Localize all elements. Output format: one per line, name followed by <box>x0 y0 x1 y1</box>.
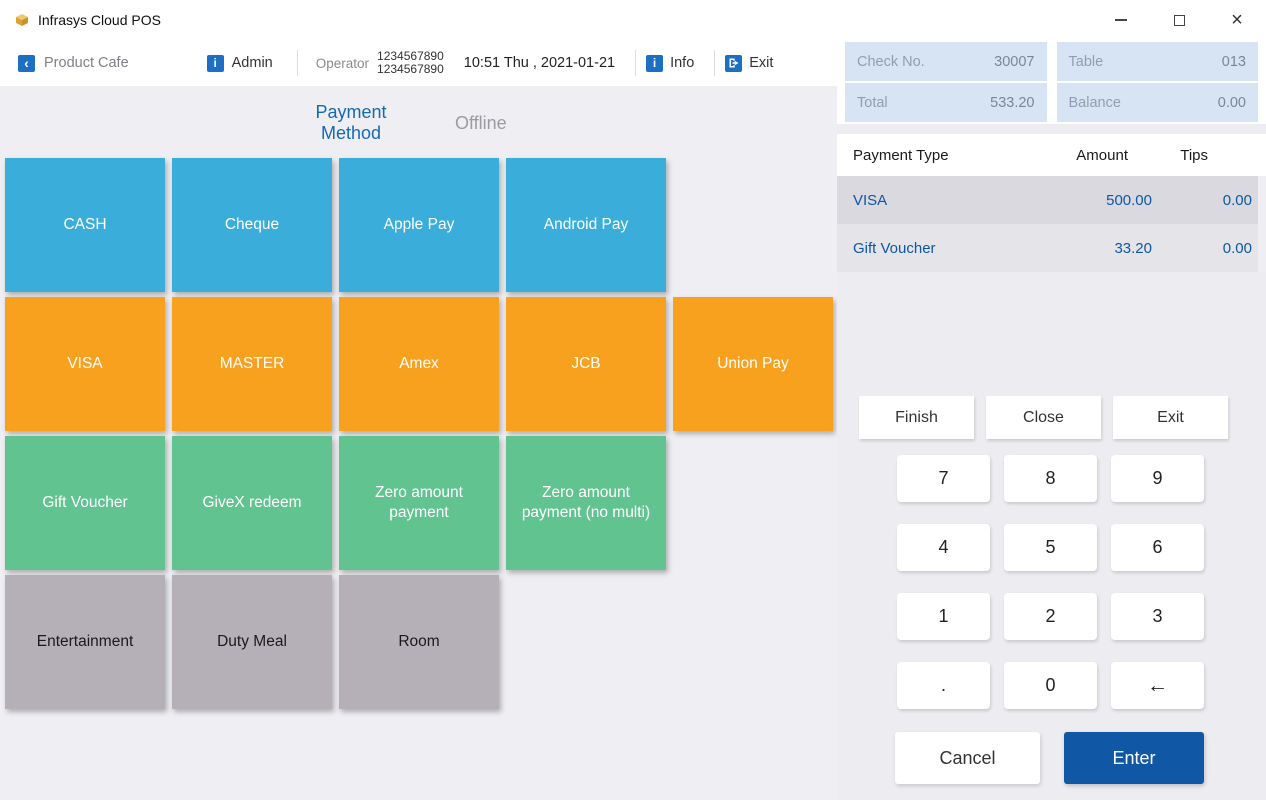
col-payment-type: Payment Type <box>853 146 949 164</box>
admin-icon: i <box>206 54 224 72</box>
payment-row-amount: 33.20 <box>1114 239 1152 257</box>
numpad-key-4[interactable]: 4 <box>897 524 990 571</box>
payment-tile-master[interactable]: MASTER <box>172 297 332 431</box>
numpad-key-1[interactable]: 1 <box>897 593 990 640</box>
outlet-name: Product Cafe <box>44 55 129 71</box>
exit-icon[interactable] <box>725 54 743 72</box>
check-no-value: 30007 <box>994 53 1035 70</box>
payment-tile-visa[interactable]: VISA <box>5 297 165 431</box>
payment-tile-cash[interactable]: CASH <box>5 158 165 292</box>
cancel-button[interactable]: Cancel <box>895 732 1040 784</box>
payment-row-amount: 500.00 <box>1106 191 1152 209</box>
payment-row-type: Gift Voucher <box>853 239 936 257</box>
payment-table: Payment Type Amount Tips VISA 500.00 0.0… <box>837 134 1266 272</box>
info-button[interactable]: Info <box>670 55 695 71</box>
exit-check-button[interactable]: Exit <box>1113 396 1228 439</box>
numpad-key-3[interactable]: 3 <box>1111 593 1204 640</box>
tile-row-card: VISA MASTER Amex JCB Union Pay <box>5 297 840 431</box>
payment-tile-jcb[interactable]: JCB <box>506 297 666 431</box>
numpad-key-0[interactable]: 0 <box>1004 662 1097 709</box>
check-no-label: Check No. <box>857 53 925 70</box>
operator-id: 1234567890 1234567890 <box>377 50 444 76</box>
table-value: 013 <box>1221 53 1246 70</box>
table-label: Table <box>1068 53 1104 70</box>
payment-tile-givex-redeem[interactable]: GiveX redeem <box>172 436 332 570</box>
payment-row-visa[interactable]: VISA 500.00 0.00 <box>837 176 1266 224</box>
table-cell: Table 013 <box>1056 42 1258 81</box>
operator-label: Operator <box>315 55 370 71</box>
check-info: Check No. 30007 Table 013 Total 533.20 B… <box>837 40 1266 124</box>
enter-button[interactable]: Enter <box>1064 732 1204 784</box>
payment-tile-cheque[interactable]: Cheque <box>172 158 332 292</box>
payment-row-gift-voucher[interactable]: Gift Voucher 33.20 0.00 <box>837 224 1266 272</box>
divider <box>296 50 298 76</box>
payment-tile-apple-pay[interactable]: Apple Pay <box>339 158 499 292</box>
back-icon[interactable]: ‹ <box>18 54 35 72</box>
balance-label: Balance <box>1068 94 1121 111</box>
payment-tile-amex[interactable]: Amex <box>339 297 499 431</box>
close-button[interactable]: × <box>1231 8 1243 31</box>
header-bar: ‹ Product Cafe i Admin Operator 12345678… <box>0 40 837 86</box>
tile-row-voucher: Gift Voucher GiveX redeem Zero amount pa… <box>5 436 840 570</box>
numpad-key-8[interactable]: 8 <box>1004 455 1097 502</box>
check-action-buttons: Finish Close Exit <box>859 396 1228 439</box>
info-icon: i <box>646 54 664 72</box>
operator-line1: 1234567890 <box>377 49 444 63</box>
balance-value: 0.00 <box>1217 94 1246 111</box>
numpad-key-9[interactable]: 9 <box>1111 455 1204 502</box>
exit-button[interactable]: Exit <box>749 55 774 71</box>
tab-offline[interactable]: Offline <box>455 113 507 133</box>
col-amount: Amount <box>1076 146 1128 164</box>
payment-tile-duty-meal[interactable]: Duty Meal <box>172 575 332 709</box>
payment-row-tips: 0.00 <box>1222 239 1252 257</box>
payment-buttons-grid: CASH Cheque Apple Pay Android Pay VISA M… <box>5 158 840 714</box>
admin-label[interactable]: Admin <box>231 55 273 71</box>
payment-tile-union-pay[interactable]: Union Pay <box>673 297 833 431</box>
check-no-cell: Check No. 30007 <box>845 42 1047 81</box>
payment-tile-gift-voucher[interactable]: Gift Voucher <box>5 436 165 570</box>
tab-payment-method[interactable]: Payment Method <box>315 102 387 143</box>
maximize-button[interactable] <box>1150 0 1208 40</box>
titlebar: Infrasys Cloud POS × <box>0 0 1266 40</box>
payment-table-header: Payment Type Amount Tips <box>837 134 1266 176</box>
window-controls: × <box>1092 0 1266 40</box>
payment-tile-room[interactable]: Room <box>339 575 499 709</box>
minimize-icon <box>1115 19 1127 21</box>
balance-cell: Balance 0.00 <box>1056 83 1258 122</box>
numpad: 7 8 9 4 5 6 1 2 3 . 0 ← <box>897 455 1218 731</box>
payment-tile-zero-amount-payment-no-multi[interactable]: Zero amount payment (no multi) <box>506 436 666 570</box>
scrollbar-track[interactable] <box>1258 176 1266 272</box>
payment-tile-android-pay[interactable]: Android Pay <box>506 158 666 292</box>
maximize-icon <box>1173 14 1185 26</box>
divider <box>714 50 716 76</box>
numpad-key-5[interactable]: 5 <box>1004 524 1097 571</box>
backspace-key[interactable]: ← <box>1111 662 1204 709</box>
datetime-label: 10:51 Thu , 2021-01-21 <box>463 55 616 71</box>
divider <box>635 50 637 76</box>
numpad-key-6[interactable]: 6 <box>1111 524 1204 571</box>
numpad-key-decimal[interactable]: . <box>897 662 990 709</box>
operator-line2: 1234567890 <box>377 62 444 76</box>
numpad-key-2[interactable]: 2 <box>1004 593 1097 640</box>
close-check-button[interactable]: Close <box>986 396 1101 439</box>
total-label: Total <box>857 94 888 111</box>
total-cell: Total 533.20 <box>845 83 1047 122</box>
numpad-key-7[interactable]: 7 <box>897 455 990 502</box>
payment-row-tips: 0.00 <box>1222 191 1252 209</box>
app-logo-icon <box>14 12 30 28</box>
finish-button[interactable]: Finish <box>859 396 974 439</box>
payment-tile-zero-amount-payment[interactable]: Zero amount payment <box>339 436 499 570</box>
tile-row-bank: CASH Cheque Apple Pay Android Pay <box>5 158 840 292</box>
total-value: 533.20 <box>990 94 1035 111</box>
payment-tile-entertainment[interactable]: Entertainment <box>5 575 165 709</box>
window-title: Infrasys Cloud POS <box>38 12 161 28</box>
payment-method-panel: Payment Method Offline CASH Cheque Apple… <box>0 86 837 800</box>
check-panel: Check No. 30007 Table 013 Total 533.20 B… <box>837 40 1266 800</box>
payment-row-type: VISA <box>853 191 888 209</box>
tile-row-other: Entertainment Duty Meal Room <box>5 575 840 709</box>
col-tips: Tips <box>1180 146 1208 164</box>
minimize-button[interactable] <box>1092 0 1150 40</box>
